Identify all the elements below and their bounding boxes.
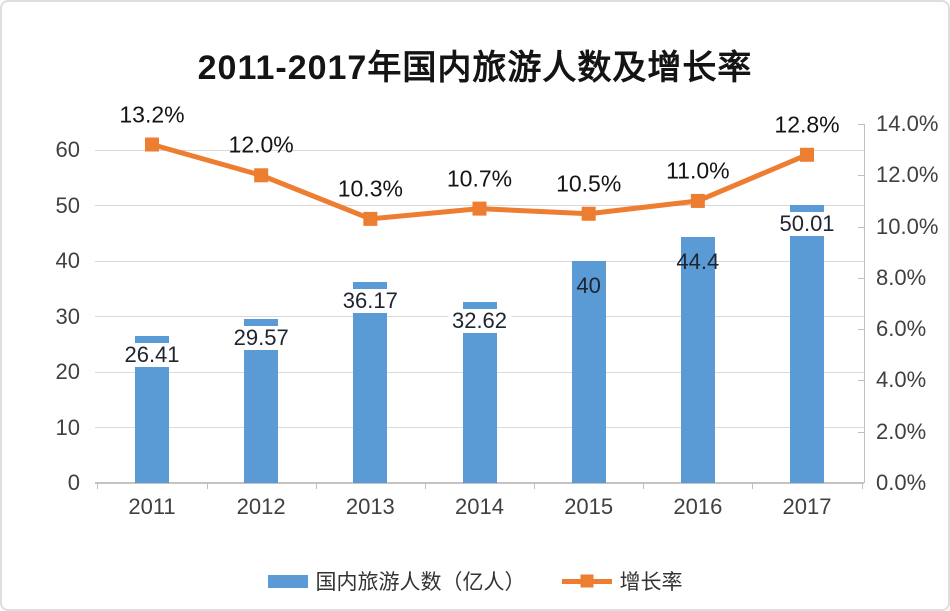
x-axis-line (95, 482, 864, 484)
growth-value-label: 10.7% (446, 165, 513, 192)
bar-value-label: 36.17 (338, 289, 402, 314)
growth-marker-2013 (363, 211, 378, 226)
x-axis-tick (861, 483, 863, 489)
bar-value-label: 29.57 (229, 325, 293, 350)
bar-value-label: 40 (576, 273, 601, 298)
legend-item-bars: 国内旅游人数（亿人） (267, 566, 526, 596)
x-axis-category-label: 2015 (564, 494, 614, 519)
right-axis-tick (858, 124, 864, 125)
bar-2013 (353, 282, 388, 483)
bar-value-label: 26.41 (120, 343, 184, 368)
growth-value-label: 10.5% (556, 170, 622, 197)
chart-title: 2011-2017年国内旅游人数及增长率 (197, 49, 753, 87)
right-axis-tick-label: 6.0% (876, 316, 927, 342)
x-axis-category-label: 2016 (673, 494, 723, 519)
growth-value-label: 10.3% (337, 175, 403, 202)
left-axis-tick-label: 60 (55, 137, 80, 162)
growth-marker-2015 (581, 206, 596, 221)
left-axis-tick-label: 50 (55, 192, 80, 218)
right-axis-tick-label: 0.0% (876, 470, 927, 495)
right-axis-tick (858, 329, 864, 331)
x-axis-category-label: 2011 (128, 494, 176, 519)
right-axis-tick-label: 12.0% (876, 162, 939, 188)
growth-value-label: 11.0% (666, 157, 730, 184)
x-axis-tick (97, 483, 99, 489)
growth-value-label: 12.8% (774, 111, 840, 138)
bar-value-label: 50.01 (775, 212, 839, 237)
growth-marker-2016 (690, 193, 705, 208)
right-axis-tick (858, 175, 864, 177)
legend-label-bars: 国内旅游人数（亿人） (315, 571, 526, 594)
left-axis-tick-label: 10 (55, 414, 80, 440)
right-axis-tick (858, 431, 864, 433)
x-axis-tick (424, 483, 426, 489)
bar-value-label: 32.62 (447, 308, 512, 333)
growth-marker-2017 (800, 147, 815, 162)
x-axis-tick (534, 483, 536, 489)
growth-value-label: 13.2% (119, 101, 185, 127)
x-axis-tick (643, 483, 645, 489)
legend-item-line: 增长率 (561, 566, 683, 596)
legend: 国内旅游人数（亿人） 增长率 (2, 566, 948, 596)
x-axis-category-label: 2017 (782, 494, 832, 519)
right-axis-tick (858, 226, 864, 228)
right-axis-tick-label: 14.0% (876, 111, 939, 136)
right-axis-tick (858, 277, 864, 279)
growth-value-label: 12.0% (228, 131, 294, 158)
line-series-swatch-icon (561, 574, 612, 588)
x-axis-tick (752, 483, 754, 489)
right-axis-tick-label: 8.0% (876, 264, 927, 290)
growth-marker-2014 (472, 201, 487, 216)
x-axis-category-label: 2014 (455, 494, 504, 519)
bar-2016 (680, 236, 715, 483)
left-axis-tick-label: 30 (55, 303, 80, 329)
right-axis-tick-label: 2.0% (876, 418, 927, 444)
x-axis-tick (206, 483, 208, 489)
legend-label-line: 增长率 (619, 571, 683, 594)
gridline (95, 149, 864, 151)
x-axis-category-label: 2012 (236, 494, 286, 519)
right-axis-tick (858, 483, 864, 484)
x-axis-category-label: 2013 (345, 494, 395, 519)
left-axis-tick-label: 0 (67, 470, 80, 495)
bar-2015 (571, 261, 606, 483)
x-axis-tick (315, 483, 317, 489)
right-axis-tick (858, 380, 864, 382)
right-axis-tick-label: 10.0% (876, 213, 939, 239)
left-axis-tick-label: 40 (55, 248, 80, 273)
right-axis-tick-label: 4.0% (876, 367, 927, 393)
right-axis-line (864, 124, 865, 483)
bar-value-label: 44.4 (676, 248, 720, 274)
bar-2017 (790, 205, 825, 483)
growth-marker-2011 (145, 137, 159, 152)
growth-marker-2012 (254, 168, 269, 183)
bar-series-swatch-icon (267, 574, 308, 588)
gridline (95, 260, 864, 262)
left-axis-tick-label: 20 (55, 359, 80, 384)
